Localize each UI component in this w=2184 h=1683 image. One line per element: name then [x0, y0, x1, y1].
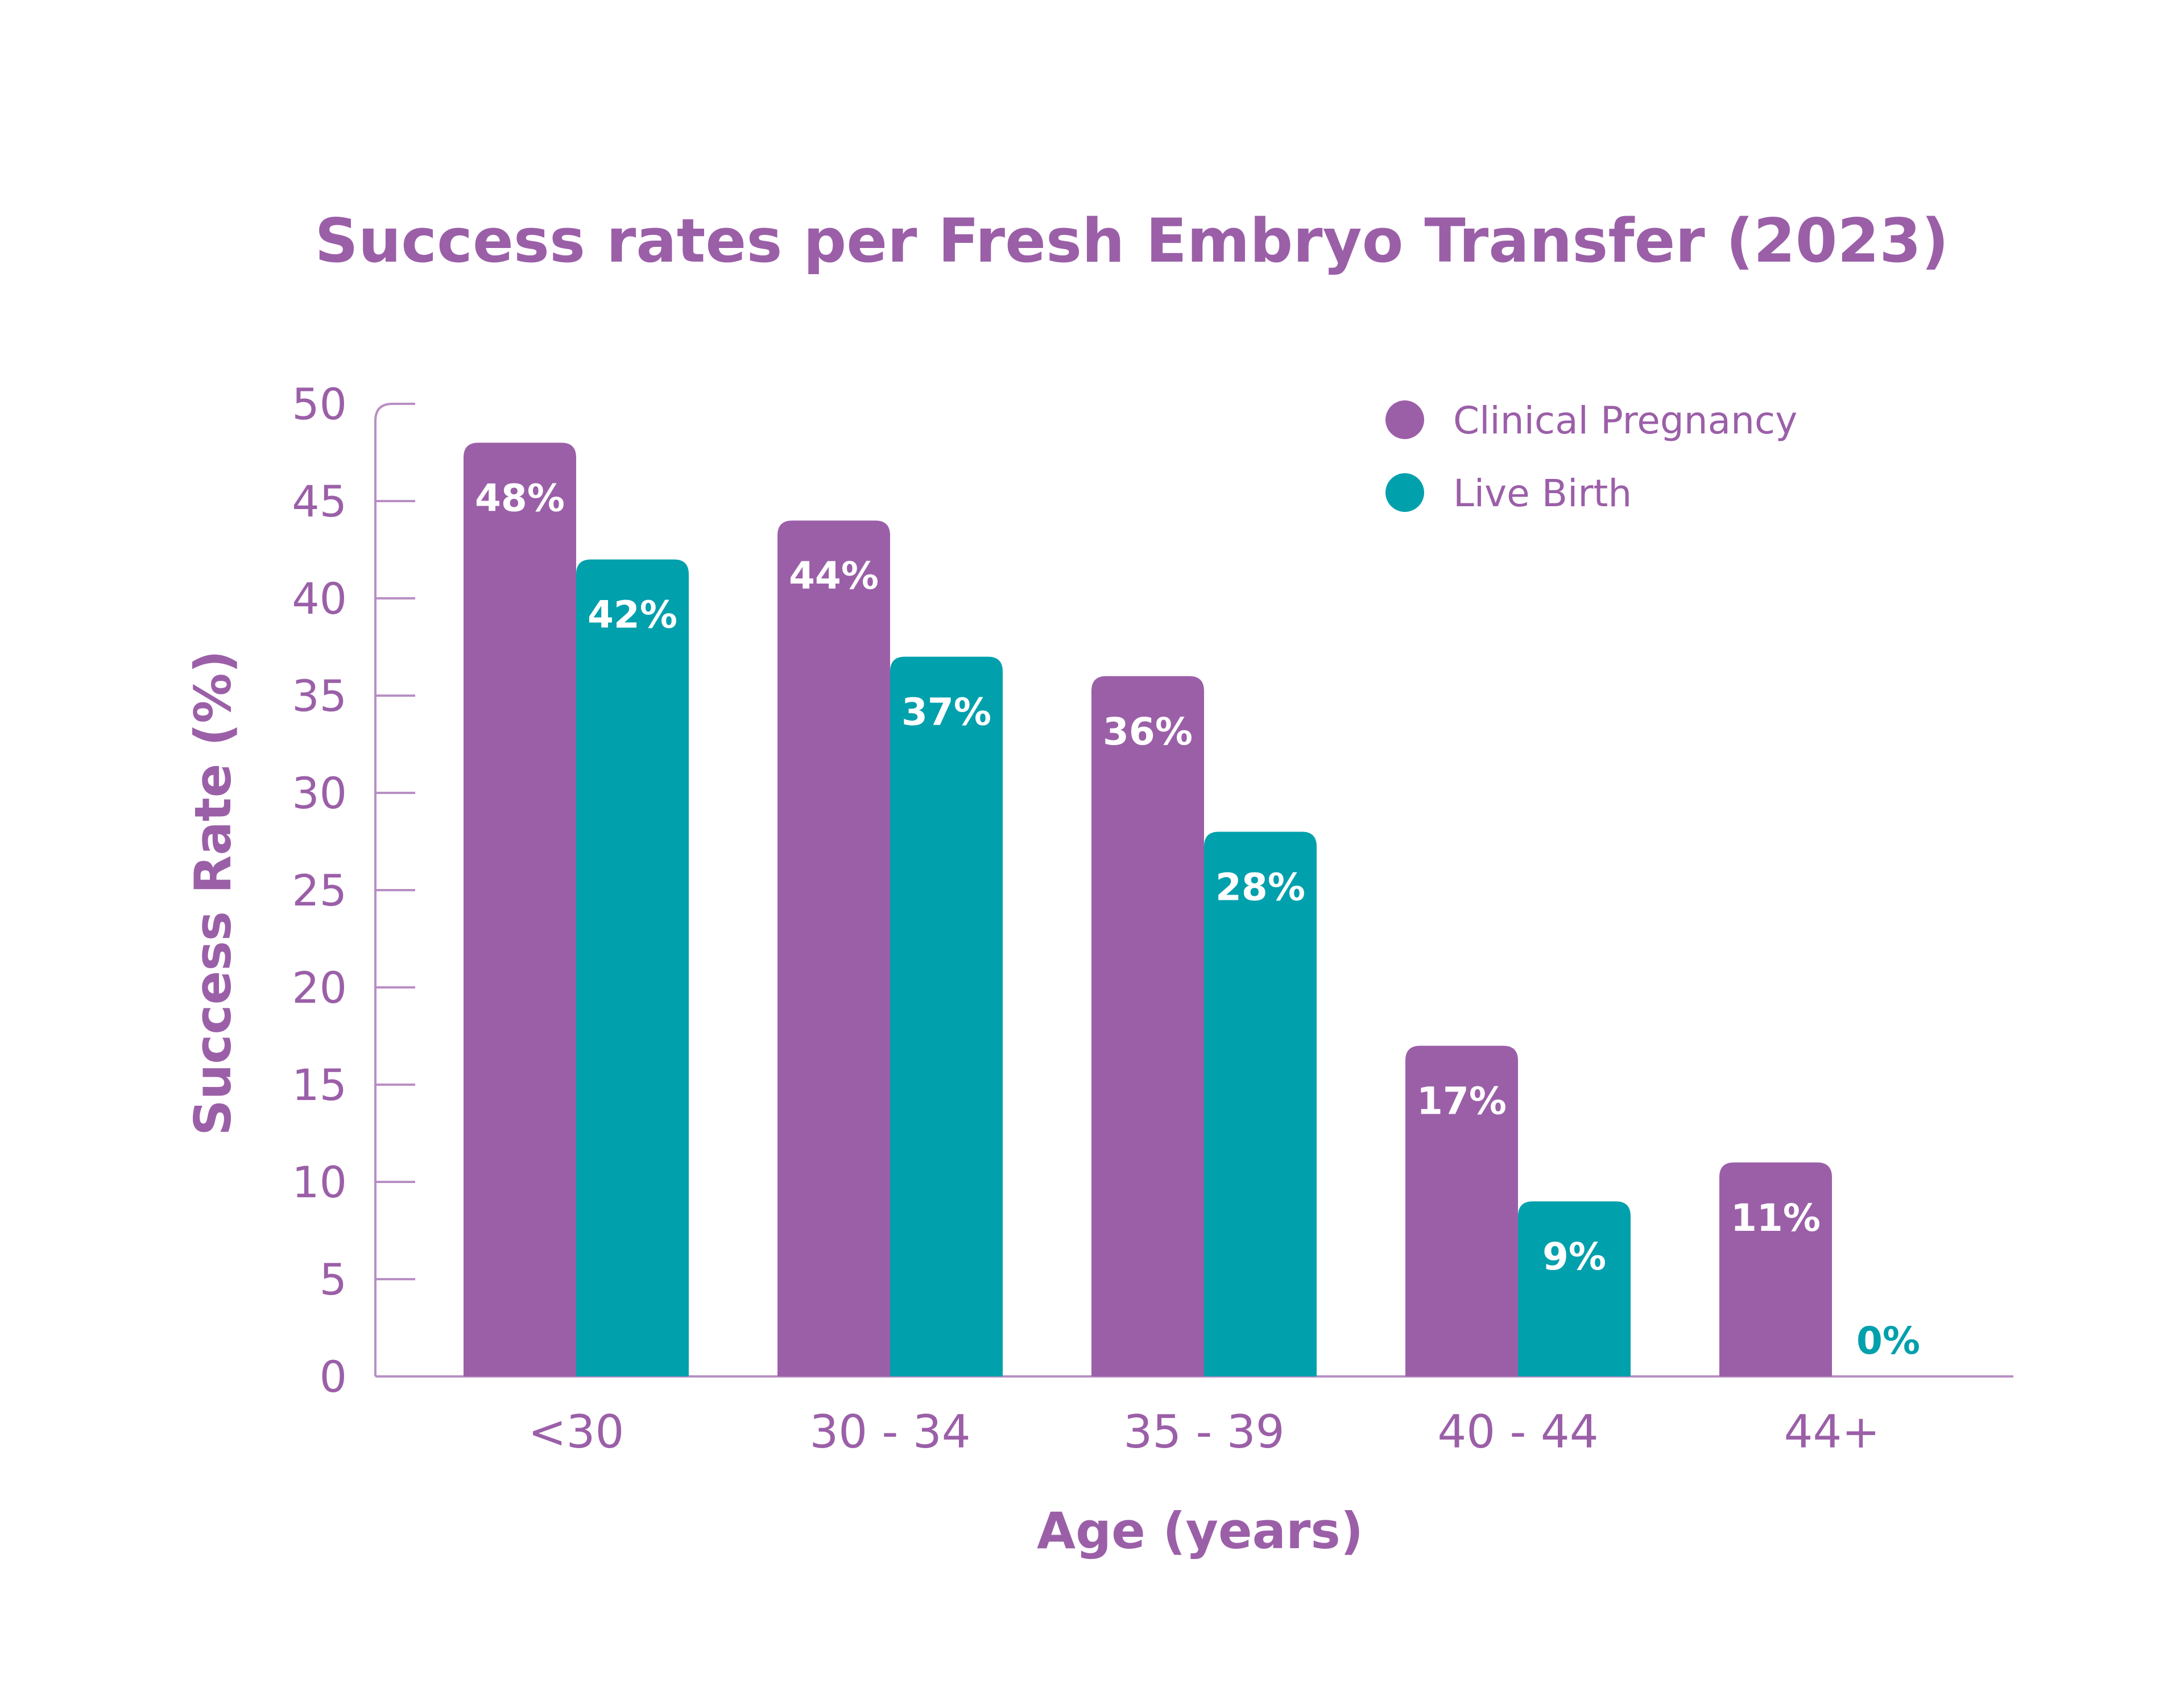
bar-live-birth: [1518, 1201, 1631, 1376]
bar-data-label: 17%: [1417, 1080, 1507, 1123]
y-tick-label: 40: [292, 573, 347, 624]
y-axis-title: Success Rate (%): [184, 650, 242, 1136]
legend-swatch: [1385, 400, 1424, 439]
x-axis: <30 30 - 34 35 - 39 40 - 44 44+: [375, 1375, 2013, 1458]
y-tick-label: 15: [292, 1060, 347, 1110]
bar-clinical-pregnancy: [777, 520, 890, 1377]
x-tick-label: 40 - 44: [1437, 1405, 1598, 1458]
bar-clinical-pregnancy: [1719, 1162, 1832, 1376]
bar-data-label: 37%: [901, 690, 991, 734]
bar-clinical-pregnancy: [1091, 676, 1204, 1376]
bar-data-label: 0%: [1856, 1319, 1920, 1363]
bar-clinical-pregnancy: [464, 443, 576, 1376]
bar-data-label: 48%: [475, 476, 565, 520]
legend-label: Live Birth: [1453, 472, 1632, 515]
y-tick-label: 25: [292, 865, 347, 916]
legend: Clinical Pregnancy Live Birth: [1385, 399, 1797, 515]
bars: [464, 443, 1832, 1377]
x-axis-title: Age (years): [1037, 1502, 1363, 1560]
x-tick-label: 44+: [1784, 1405, 1880, 1458]
bar-data-label: 44%: [789, 554, 879, 598]
x-tick-label: 35 - 39: [1123, 1405, 1284, 1458]
bar-live-birth: [890, 656, 1003, 1376]
bar-data-label: 42%: [588, 593, 677, 637]
y-tick-label: 5: [320, 1254, 347, 1305]
y-tick-label: 35: [292, 671, 347, 721]
bar-live-birth: [1204, 832, 1317, 1376]
y-tick-label: 50: [292, 379, 347, 429]
legend-label: Clinical Pregnancy: [1453, 399, 1797, 443]
bar-live-birth: [576, 559, 689, 1376]
x-tick-label: 30 - 34: [809, 1405, 970, 1458]
y-tick-label: 20: [292, 962, 347, 1013]
bar-data-label: 36%: [1103, 710, 1193, 754]
y-tick-label: 30: [292, 768, 347, 818]
bar-data-label: 9%: [1542, 1235, 1606, 1279]
legend-swatch: [1385, 473, 1424, 512]
bar-data-label: 11%: [1731, 1196, 1821, 1240]
x-tick-label: <30: [528, 1405, 624, 1458]
bar-clinical-pregnancy: [1405, 1045, 1518, 1376]
bar-data-label: 28%: [1215, 865, 1305, 909]
y-axis: 0 5 10 15 20 25 30 35 40 45 50: [292, 379, 415, 1402]
y-tick-label: 10: [292, 1157, 347, 1208]
y-tick-label: 45: [292, 476, 347, 527]
y-axis-line: [374, 403, 415, 1376]
bar-labels: 48% 42% 44% 37% 36% 28% 17% 9% 11% 0%: [475, 476, 1920, 1363]
chart-title: Success rates per Fresh Embryo Transfer …: [315, 206, 1949, 276]
y-tick-label: 0: [320, 1351, 347, 1402]
